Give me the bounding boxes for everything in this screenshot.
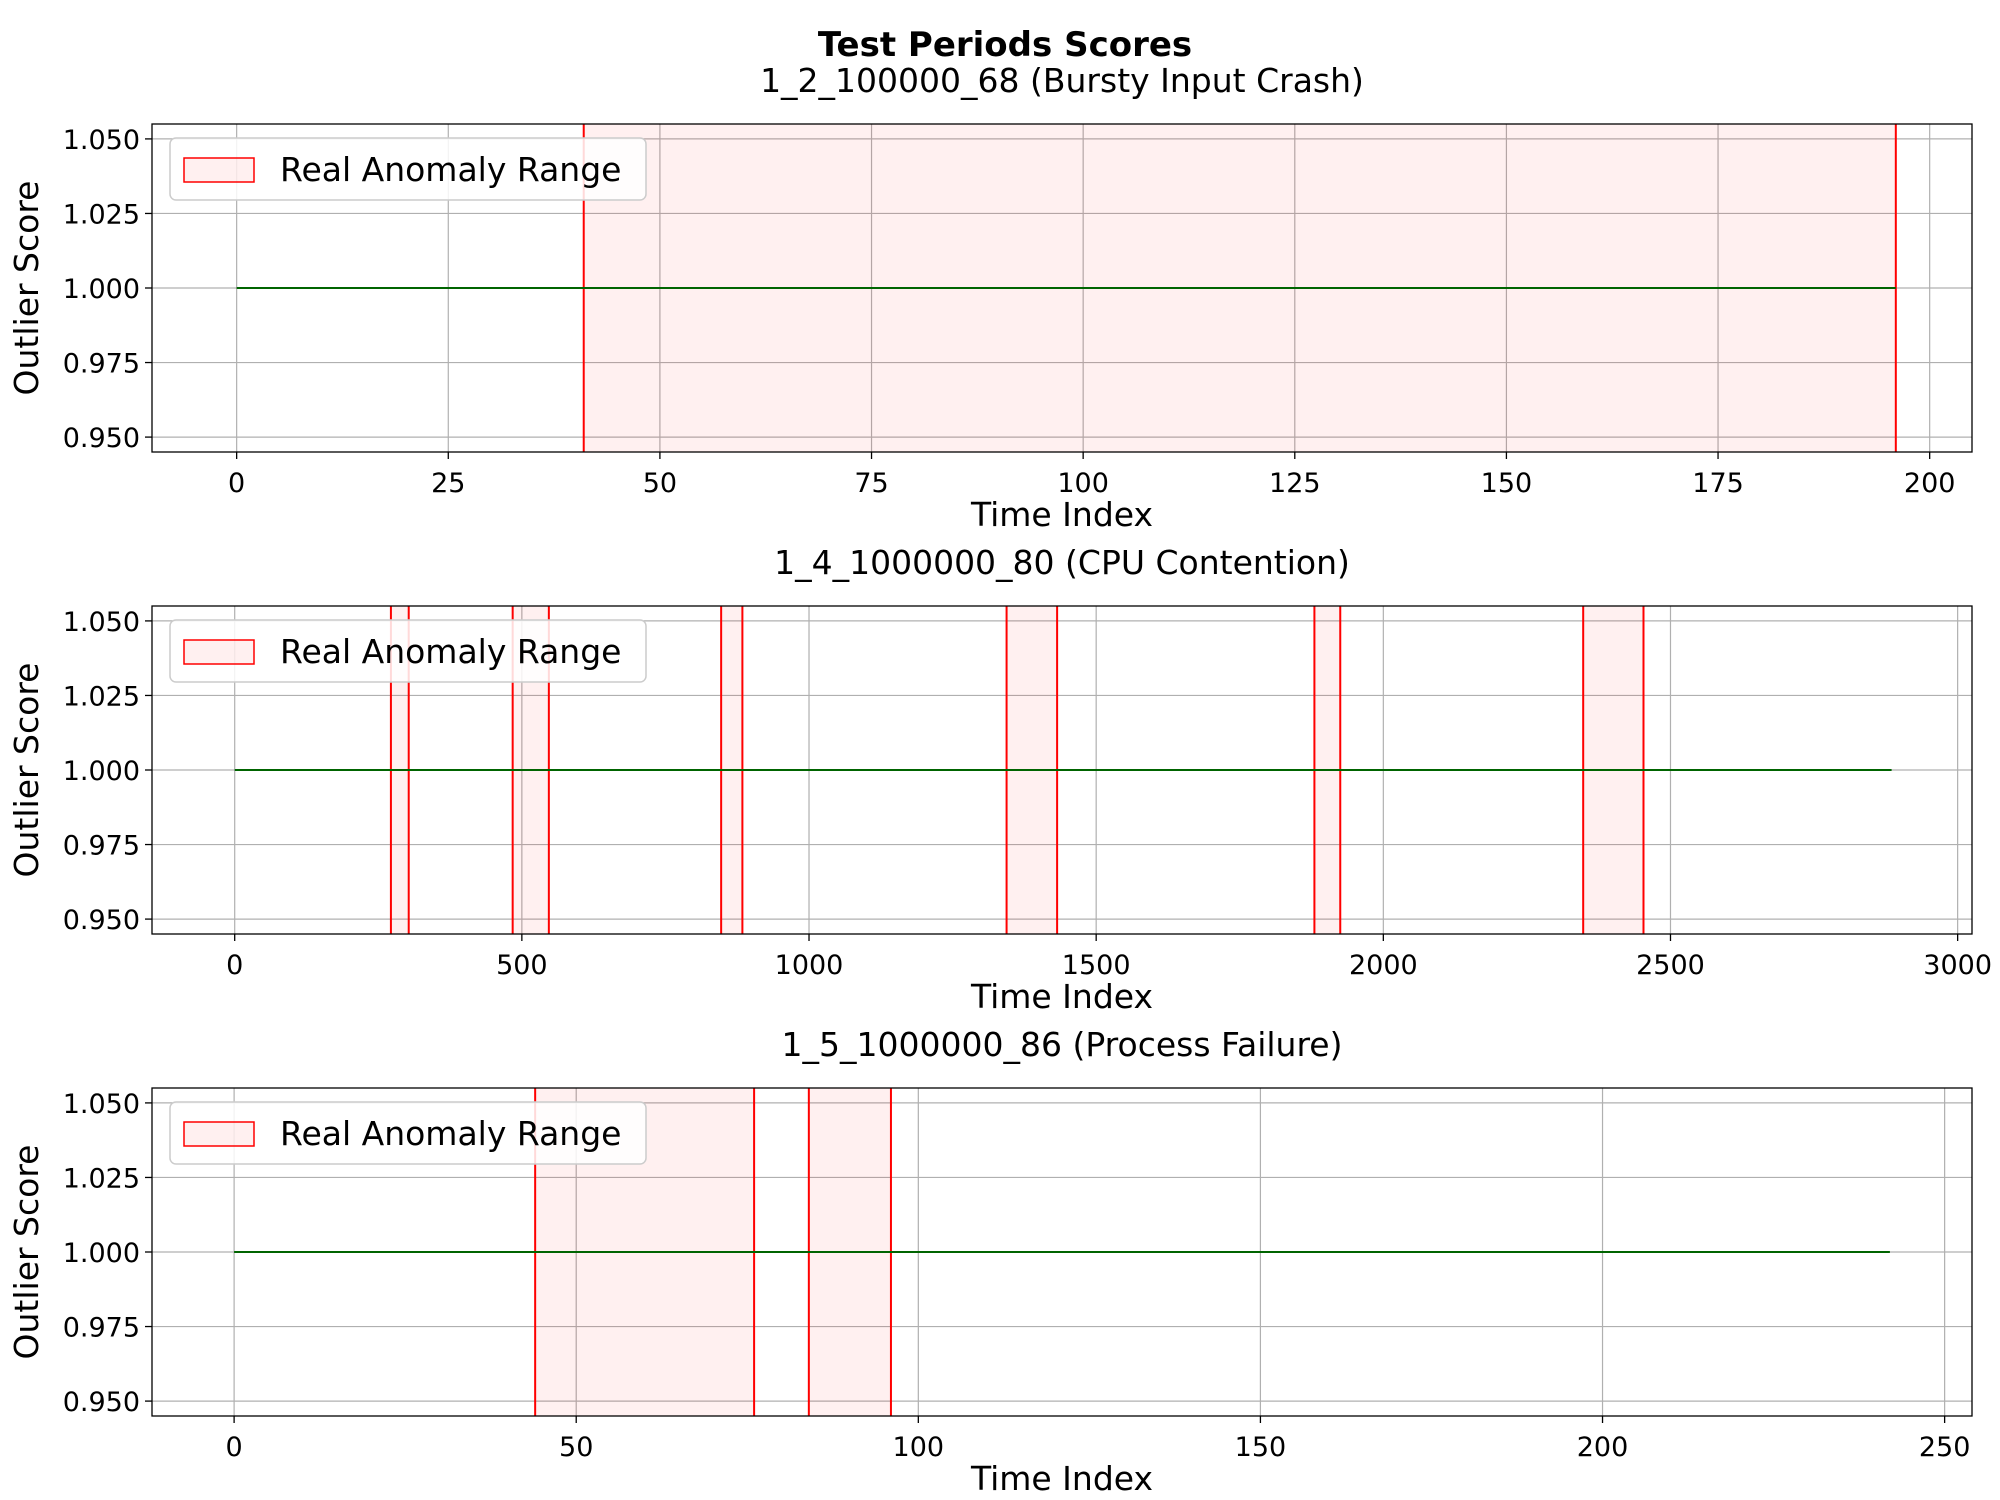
x-tick-label: 75 bbox=[854, 468, 888, 499]
y-tick-label: 0.950 bbox=[63, 905, 140, 936]
y-tick-label: 1.000 bbox=[63, 274, 140, 305]
x-tick-label: 150 bbox=[1481, 468, 1533, 499]
y-tick-label: 1.025 bbox=[63, 681, 140, 712]
y-axis-label: Outlier Score bbox=[7, 663, 46, 878]
y-tick-label: 1.025 bbox=[63, 1163, 140, 1194]
x-tick-label: 175 bbox=[1692, 468, 1744, 499]
x-tick-label: 0 bbox=[226, 1432, 243, 1463]
x-tick-label: 1500 bbox=[1062, 950, 1131, 981]
x-tick-label: 25 bbox=[431, 468, 465, 499]
legend-swatch bbox=[183, 1121, 255, 1147]
x-tick-label: 50 bbox=[559, 1432, 593, 1463]
x-tick-label: 125 bbox=[1269, 468, 1321, 499]
legend: Real Anomaly Range bbox=[169, 137, 647, 201]
y-tick-label: 0.975 bbox=[63, 831, 140, 862]
x-tick-label: 200 bbox=[1577, 1432, 1629, 1463]
legend-swatch bbox=[183, 639, 255, 665]
subplots: 1_2_100000_68 (Bursty Input Crash) 0 25 50 7… bbox=[7, 61, 1992, 1498]
y-tick-label: 0.975 bbox=[63, 1313, 140, 1344]
figure-title: Test Periods Scores bbox=[818, 25, 1192, 65]
x-tick-label: 2500 bbox=[1636, 950, 1705, 981]
legend-label: Real Anomaly Range bbox=[280, 1114, 621, 1153]
subplot-title: 1_5_1000000_86 (Process Failure) bbox=[782, 1025, 1343, 1064]
legend-box bbox=[169, 619, 647, 683]
subplot-2: 1_4_1000000_80 (CPU Contention) 0 500 1000 1… bbox=[7, 543, 1992, 1016]
legend-box bbox=[169, 137, 647, 201]
legend: Real Anomaly Range bbox=[169, 619, 647, 683]
y-tick-label: 0.975 bbox=[63, 349, 140, 380]
y-tick-label: 1.050 bbox=[63, 1089, 140, 1120]
legend-swatch bbox=[183, 157, 255, 183]
x-tick-label: 250 bbox=[1919, 1432, 1971, 1463]
y-axis-label: Outlier Score bbox=[7, 1145, 46, 1360]
plot-area bbox=[236, 124, 1897, 452]
y-tick-label: 1.025 bbox=[63, 199, 140, 230]
y-tick-label: 1.050 bbox=[63, 607, 140, 638]
subplot-3: 1_5_1000000_86 (Process Failure) 0 50 100 15… bbox=[7, 1025, 1973, 1498]
subplot-title: 1_4_1000000_80 (CPU Contention) bbox=[774, 543, 1350, 582]
legend: Real Anomaly Range bbox=[169, 1101, 647, 1165]
x-tick-label: 50 bbox=[643, 468, 677, 499]
x-tick-label: 0 bbox=[228, 468, 245, 499]
x-axis-label: Time Index bbox=[970, 495, 1153, 534]
subplot-1: 1_2_100000_68 (Bursty Input Crash) 0 25 50 7… bbox=[7, 61, 1973, 534]
y-tick-label: 0.950 bbox=[63, 1387, 140, 1418]
x-tick-label: 200 bbox=[1904, 468, 1956, 499]
x-tick-label: 3000 bbox=[1923, 950, 1992, 981]
legend-label: Real Anomaly Range bbox=[280, 150, 621, 189]
x-tick-label: 1000 bbox=[775, 950, 844, 981]
subplot-title: 1_2_100000_68 (Bursty Input Crash) bbox=[760, 61, 1364, 100]
y-tick-label: 1.000 bbox=[63, 756, 140, 787]
x-tick-label: 100 bbox=[893, 1432, 945, 1463]
x-tick-label: 2000 bbox=[1349, 950, 1418, 981]
x-tick-label: 500 bbox=[496, 950, 548, 981]
legend-label: Real Anomaly Range bbox=[280, 632, 621, 671]
y-tick-label: 1.050 bbox=[63, 125, 140, 156]
legend-box bbox=[169, 1101, 647, 1165]
y-tick-label: 1.000 bbox=[63, 1238, 140, 1269]
x-axis-label: Time Index bbox=[970, 977, 1153, 1016]
x-axis-label: Time Index bbox=[970, 1459, 1153, 1498]
x-tick-label: 0 bbox=[226, 950, 243, 981]
x-tick-label: 150 bbox=[1235, 1432, 1287, 1463]
x-tick-label: 100 bbox=[1057, 468, 1109, 499]
y-tick-label: 0.950 bbox=[63, 423, 140, 454]
y-axis-label: Outlier Score bbox=[7, 181, 46, 396]
